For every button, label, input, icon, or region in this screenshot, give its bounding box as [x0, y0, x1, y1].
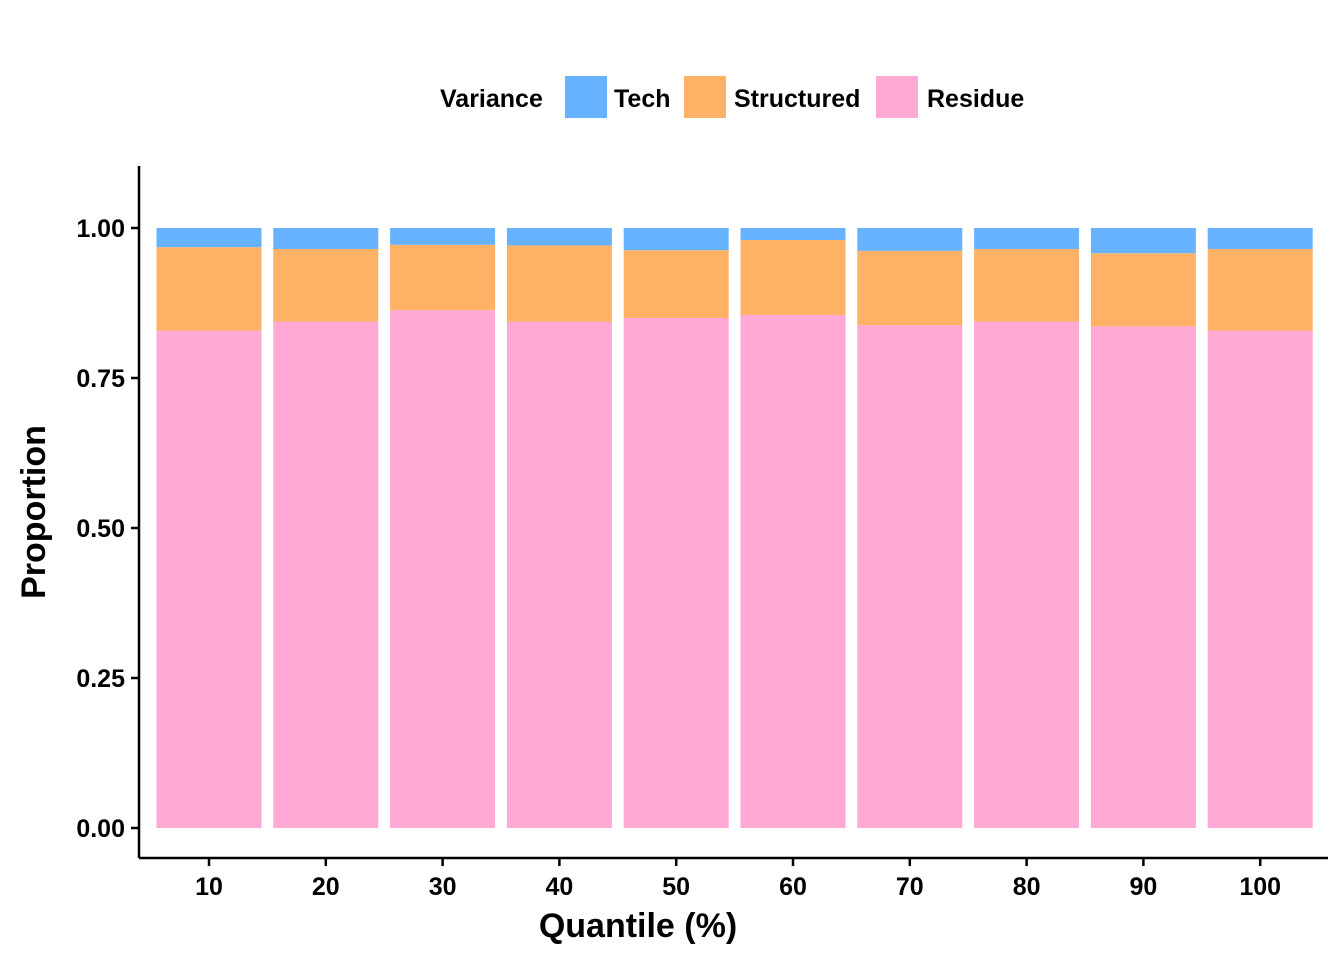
- bar-structured-80: [974, 249, 1080, 322]
- bar-residue-100: [1207, 330, 1313, 828]
- legend-swatch-residue: [876, 76, 918, 118]
- y-tick-label-0.75: 0.75: [76, 365, 125, 393]
- bar-tech-90: [1090, 228, 1196, 254]
- legend-title: Variance: [440, 85, 543, 113]
- bar-tech-10: [156, 228, 262, 248]
- y-tick-label-1.00: 1.00: [76, 215, 125, 243]
- bar-residue-10: [156, 330, 262, 828]
- x-tick-label-40: 40: [545, 873, 573, 901]
- x-tick-label-20: 20: [312, 873, 340, 901]
- bar-tech-100: [1207, 228, 1313, 249]
- bar-residue-60: [740, 315, 846, 828]
- bar-residue-80: [974, 321, 1080, 828]
- y-axis-title: Proportion: [15, 425, 53, 599]
- bar-structured-20: [273, 249, 379, 322]
- x-axis-ticks: 10 20 30 40 50 60 70 80 90 100: [195, 858, 1281, 901]
- bar-tech-30: [390, 228, 496, 245]
- y-axis-ticks: 0.00 0.25 0.50 0.75 1.00: [76, 215, 139, 843]
- y-tick-label-0.50: 0.50: [76, 515, 125, 543]
- bar-structured-70: [857, 250, 963, 326]
- bar-structured-30: [390, 244, 496, 311]
- bar-structured-100: [1207, 249, 1313, 331]
- bar-structured-10: [156, 247, 262, 331]
- bar-structured-40: [506, 245, 612, 322]
- x-tick-label-10: 10: [195, 873, 223, 901]
- x-tick-label-70: 70: [896, 873, 924, 901]
- bars-layer: [156, 228, 1313, 828]
- x-tick-label-60: 60: [779, 873, 807, 901]
- bar-tech-50: [623, 228, 729, 251]
- x-tick-label-100: 100: [1239, 873, 1281, 901]
- bar-tech-40: [506, 228, 612, 246]
- bar-tech-80: [974, 228, 1080, 249]
- bar-tech-70: [857, 228, 963, 251]
- bar-structured-90: [1090, 253, 1196, 327]
- legend-label-structured: Structured: [734, 85, 860, 113]
- bar-structured-60: [740, 240, 846, 315]
- legend-label-residue: Residue: [927, 85, 1024, 113]
- legend-swatch-tech: [565, 76, 607, 118]
- bar-tech-60: [740, 228, 846, 240]
- x-axis-title: Quantile (%): [539, 907, 737, 945]
- x-tick-label-80: 80: [1013, 873, 1041, 901]
- legend-label-tech: Tech: [614, 85, 671, 113]
- bar-structured-50: [623, 250, 729, 318]
- bar-residue-40: [506, 321, 612, 828]
- y-tick-label-0.25: 0.25: [76, 665, 125, 693]
- bar-residue-70: [857, 325, 963, 828]
- legend-swatch-structured: [684, 76, 726, 118]
- bar-residue-20: [273, 321, 379, 828]
- bar-tech-20: [273, 228, 379, 249]
- bar-residue-50: [623, 318, 729, 828]
- y-tick-label-0.00: 0.00: [76, 815, 125, 843]
- legend: Variance Tech Structured Residue: [440, 76, 1024, 118]
- bar-residue-90: [1090, 326, 1196, 828]
- x-tick-label-90: 90: [1129, 873, 1157, 901]
- bar-residue-30: [390, 310, 496, 828]
- x-tick-label-30: 30: [429, 873, 457, 901]
- x-tick-label-50: 50: [662, 873, 690, 901]
